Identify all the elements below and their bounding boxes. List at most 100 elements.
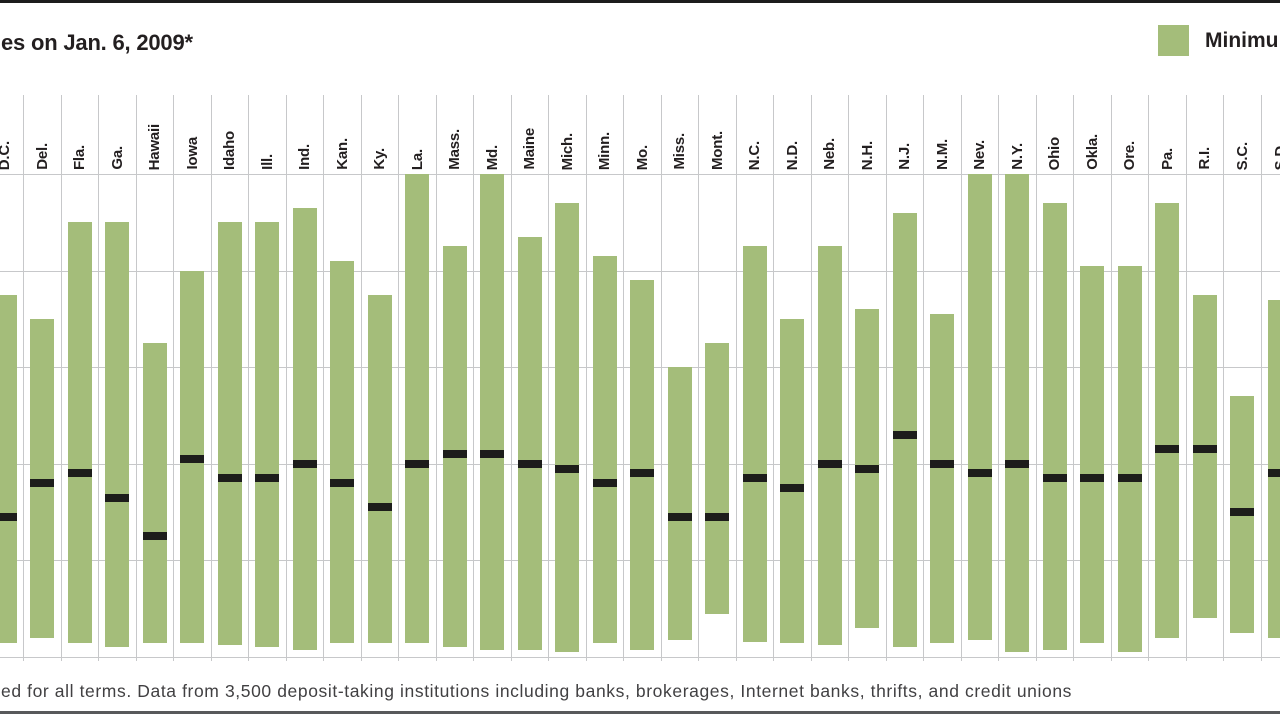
state-label: Ore. xyxy=(1121,140,1139,170)
state-lane: Idaho xyxy=(212,95,249,661)
range-bar xyxy=(67,222,92,643)
state-lane: Ga. xyxy=(99,95,137,661)
rate-marker xyxy=(1042,474,1067,483)
state-lane: Fla. xyxy=(62,95,99,661)
state-label-zone: Ga. xyxy=(99,95,136,174)
state-lane: Iowa xyxy=(174,95,212,661)
rate-marker xyxy=(67,469,92,478)
range-bar xyxy=(1230,396,1255,633)
state-label-zone: Neb. xyxy=(812,95,849,174)
legend-label: Minimu xyxy=(1205,29,1279,52)
rate-marker xyxy=(892,430,917,439)
range-bar xyxy=(630,280,655,651)
state-lanes: D.C. Del. Fla. Ga. Hawaii Iowa Idaho Ill. Ind. Ka… xyxy=(0,95,1280,661)
state-label: N.D. xyxy=(783,140,801,170)
range-bar xyxy=(1268,299,1280,638)
top-border-rule xyxy=(0,0,1280,3)
rate-marker xyxy=(0,512,17,521)
state-label: Ind. xyxy=(296,144,314,170)
state-label: Miss. xyxy=(671,133,689,170)
state-lane: Mont. xyxy=(699,95,737,661)
state-lane: Kan. xyxy=(324,95,362,661)
chart-title: es on Jan. 6, 2009* xyxy=(1,30,193,55)
state-label-zone: Ky. xyxy=(362,95,399,174)
rate-marker xyxy=(180,454,205,463)
state-label: N.J. xyxy=(896,143,914,170)
state-label-zone: Idaho xyxy=(212,95,249,174)
state-label: Mont. xyxy=(708,131,726,170)
range-bar xyxy=(667,367,692,640)
range-bar xyxy=(780,318,805,643)
state-label-zone: Hawaii xyxy=(137,95,174,174)
rate-marker xyxy=(442,450,467,459)
state-lane: Md. xyxy=(474,95,512,661)
rate-marker xyxy=(30,479,55,488)
state-lane: Okla. xyxy=(1074,95,1112,661)
state-label: Md. xyxy=(483,144,501,170)
state-label: Okla. xyxy=(1083,134,1101,170)
state-label-zone: Ind. xyxy=(287,95,324,174)
rate-marker xyxy=(1005,459,1030,468)
footnote: ed for all terms. Data from 3,500 deposi… xyxy=(1,681,1073,701)
state-lane: S.C. xyxy=(1224,95,1262,661)
range-bar xyxy=(405,174,430,643)
range-bar xyxy=(180,270,205,643)
rate-marker xyxy=(667,512,692,521)
rate-marker xyxy=(1230,508,1255,517)
state-label-zone: Ill. xyxy=(249,95,286,174)
state-label: S.D. xyxy=(1271,141,1280,170)
rate-marker xyxy=(255,474,280,483)
state-label-zone: Kan. xyxy=(324,95,361,174)
state-lane: Neb. xyxy=(812,95,849,661)
state-lane: R.I. xyxy=(1187,95,1224,661)
state-label-zone: N.M. xyxy=(924,95,961,174)
legend-range-swatch xyxy=(1158,25,1189,56)
state-label: R.I. xyxy=(1196,147,1214,170)
state-lane: Ky. xyxy=(362,95,399,661)
state-lane: Ore. xyxy=(1112,95,1149,661)
range-bar xyxy=(705,343,730,614)
state-label-zone: Pa. xyxy=(1149,95,1186,174)
state-label-zone: Miss. xyxy=(662,95,699,174)
rate-marker xyxy=(517,459,542,468)
state-label: N.Y. xyxy=(1008,143,1026,170)
state-label: Iowa xyxy=(183,137,201,170)
state-label: S.C. xyxy=(1233,141,1251,170)
rate-marker xyxy=(405,459,430,468)
rate-marker xyxy=(367,503,392,512)
range-bar xyxy=(292,207,317,651)
state-label-zone: Fla. xyxy=(62,95,99,174)
bottom-border-rule xyxy=(0,711,1280,714)
state-lane: Miss. xyxy=(662,95,699,661)
state-lane: Mass. xyxy=(437,95,474,661)
range-bar xyxy=(30,318,55,638)
state-label-zone: Maine xyxy=(512,95,549,174)
state-label-zone: N.J. xyxy=(887,95,924,174)
state-lane: Ill. xyxy=(249,95,287,661)
state-lane: N.D. xyxy=(774,95,812,661)
state-lane: Ind. xyxy=(287,95,324,661)
range-bar xyxy=(217,222,242,646)
rate-marker xyxy=(630,469,655,478)
state-label-zone: R.I. xyxy=(1187,95,1224,174)
rate-marker xyxy=(555,464,580,473)
range-bar xyxy=(0,294,17,643)
state-label: N.M. xyxy=(933,139,951,170)
state-lane: Maine xyxy=(512,95,549,661)
range-bar xyxy=(1192,294,1217,619)
range-bar xyxy=(255,222,280,648)
state-label: N.H. xyxy=(858,140,876,170)
range-bar xyxy=(105,222,130,648)
rate-marker xyxy=(330,479,355,488)
rate-marker xyxy=(592,479,617,488)
state-label-zone: N.H. xyxy=(849,95,886,174)
range-bar xyxy=(1155,202,1180,638)
state-lane: Mo. xyxy=(624,95,662,661)
state-label-zone: Md. xyxy=(474,95,511,174)
rate-marker xyxy=(142,532,167,541)
state-label-zone: Iowa xyxy=(174,95,211,174)
rate-marker xyxy=(930,459,955,468)
rate-marker xyxy=(855,464,880,473)
state-label: Del. xyxy=(33,143,51,170)
